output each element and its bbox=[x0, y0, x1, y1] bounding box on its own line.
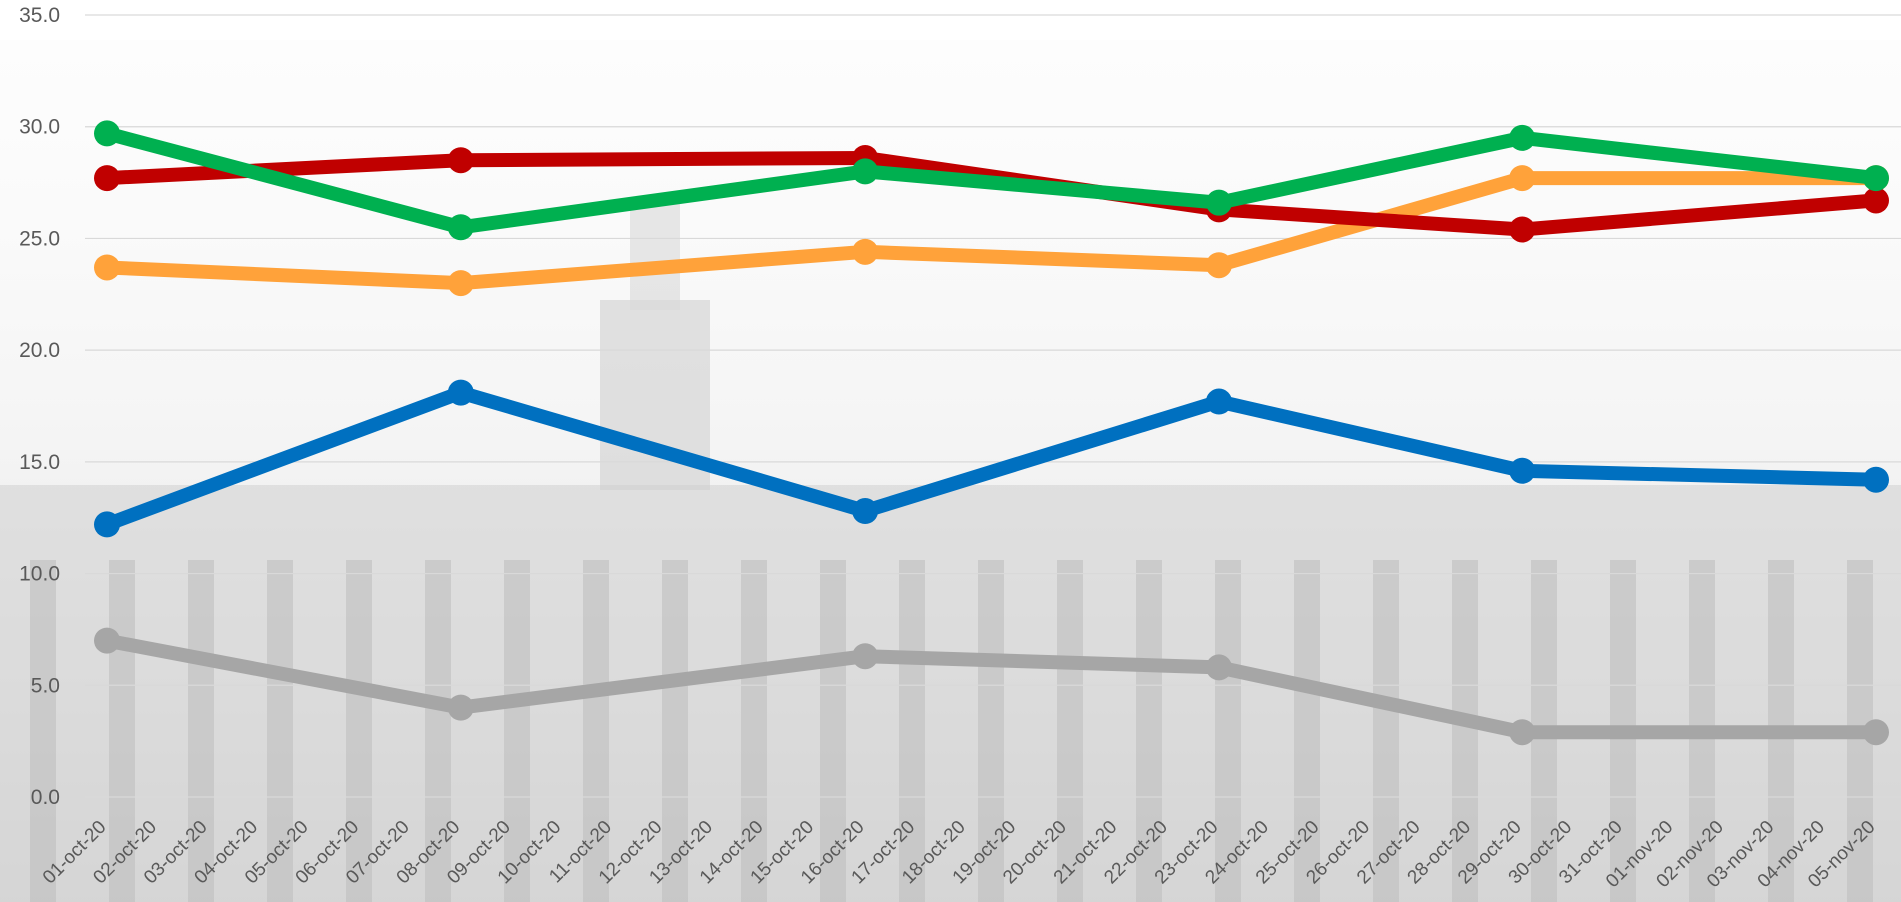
data-point bbox=[852, 643, 879, 670]
data-point bbox=[1509, 457, 1536, 484]
data-point bbox=[94, 254, 120, 281]
y-axis: 0.0 5.0 10.0 15.0 20.0 25.0 30.0 35.0 bbox=[19, 4, 60, 809]
data-point bbox=[852, 158, 879, 185]
data-point bbox=[1205, 189, 1232, 216]
series-line bbox=[100, 633, 1883, 740]
data-point bbox=[94, 511, 120, 538]
y-tick-label: 5.0 bbox=[31, 674, 60, 697]
data-point bbox=[1509, 719, 1536, 746]
data-point bbox=[1863, 466, 1889, 493]
series-line bbox=[100, 171, 1883, 291]
data-point bbox=[94, 627, 120, 654]
data-point bbox=[447, 147, 474, 174]
data-point bbox=[1863, 187, 1889, 214]
series-3 bbox=[94, 379, 1889, 538]
y-tick-label: 15.0 bbox=[19, 451, 60, 474]
data-point bbox=[852, 498, 879, 525]
y-tick-label: 35.0 bbox=[19, 4, 60, 27]
data-point bbox=[447, 270, 474, 297]
data-point bbox=[1509, 216, 1536, 243]
series-4 bbox=[94, 627, 1889, 746]
data-point bbox=[447, 214, 474, 241]
data-point bbox=[1509, 124, 1536, 151]
y-tick-label: 10.0 bbox=[19, 563, 60, 586]
data-point bbox=[447, 379, 474, 406]
series-line bbox=[100, 126, 1883, 235]
y-tick-label: 30.0 bbox=[19, 116, 60, 139]
y-tick-label: 25.0 bbox=[19, 227, 60, 250]
data-point bbox=[94, 165, 120, 192]
data-point bbox=[1205, 388, 1232, 415]
series-0 bbox=[94, 120, 1889, 241]
y-tick-label: 20.0 bbox=[19, 339, 60, 362]
data-point bbox=[94, 120, 120, 147]
data-point bbox=[852, 238, 879, 265]
y-tick-label: 0.0 bbox=[31, 786, 60, 809]
data-point bbox=[447, 694, 474, 721]
data-point bbox=[1509, 165, 1536, 192]
data-point bbox=[1863, 165, 1889, 192]
series-line bbox=[100, 385, 1883, 532]
series-lines bbox=[94, 120, 1889, 746]
data-point bbox=[1205, 654, 1232, 681]
gridlines bbox=[85, 14, 1901, 798]
data-point bbox=[1205, 252, 1232, 279]
data-point bbox=[1863, 719, 1889, 746]
